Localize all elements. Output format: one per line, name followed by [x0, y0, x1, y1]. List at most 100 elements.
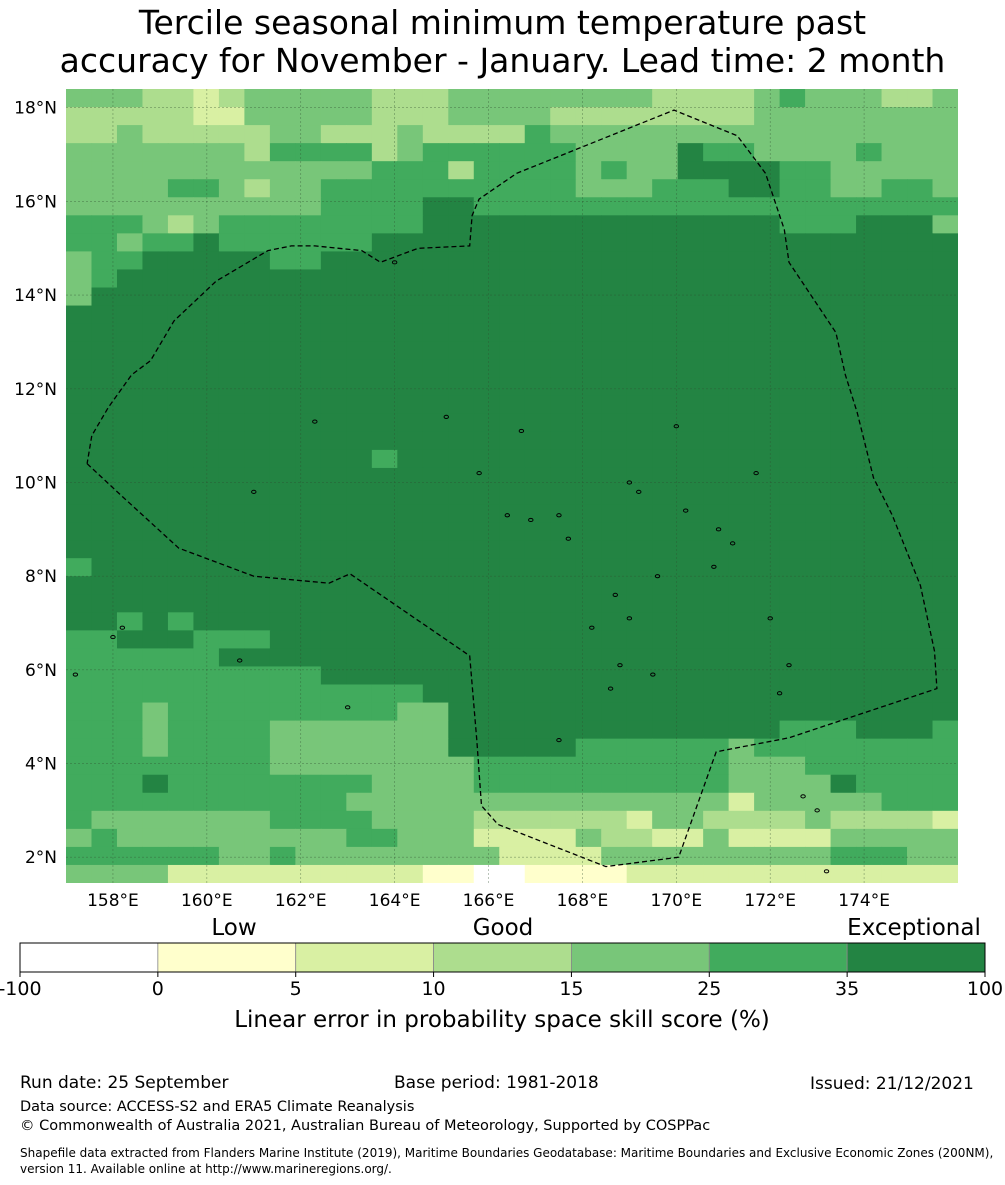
grid-cell: [371, 576, 398, 595]
grid-cell: [193, 89, 220, 108]
grid-cell: [448, 233, 475, 253]
grid-cell: [116, 774, 144, 794]
grid-cell: [652, 648, 679, 668]
grid-cell: [422, 125, 449, 144]
grid-cell: [805, 269, 832, 289]
grid-cell: [422, 341, 449, 361]
grid-cell: [779, 107, 806, 126]
grid-cell: [193, 269, 220, 289]
grid-cell: [66, 648, 93, 668]
grid-cell: [856, 125, 883, 144]
grid-cell: [295, 594, 322, 613]
grid-cell: [932, 666, 958, 686]
grid-cell: [499, 486, 526, 505]
grid-cell: [550, 864, 577, 883]
grid-cell: [830, 684, 857, 704]
grid-cell: [218, 179, 245, 198]
grid-cell: [167, 594, 195, 613]
grid-cell: [499, 341, 526, 361]
grid-cell: [677, 864, 704, 883]
grid-cell: [805, 720, 832, 740]
latitude-label: 4°N: [25, 755, 57, 775]
grid-cell: [881, 377, 908, 397]
grid-cell: [499, 449, 526, 469]
grid-cell: [575, 738, 602, 758]
grid-cell: [550, 107, 577, 126]
grid-cell: [677, 251, 704, 271]
grid-cell: [575, 756, 602, 776]
grid-cell: [601, 774, 628, 794]
grid-cell: [218, 431, 245, 451]
grid-cell: [91, 161, 118, 180]
grid-cell: [218, 161, 245, 180]
island-outline: [443, 414, 449, 420]
grid-cell: [677, 612, 704, 631]
grid-cell: [779, 449, 806, 469]
island-outline: [391, 260, 398, 265]
grid-cell: [473, 287, 500, 307]
grid-cell: [193, 341, 220, 361]
grid-cell: [371, 143, 398, 162]
grid-cell: [728, 684, 755, 704]
grid-cell: [932, 648, 958, 668]
grid-cell: [754, 666, 781, 686]
grid-cell: [907, 161, 934, 180]
grid-cell: [116, 197, 144, 216]
grid-cell: [677, 305, 704, 325]
grid-cell: [626, 756, 653, 776]
grid-cell: [550, 395, 577, 415]
grid-cell: [626, 576, 653, 595]
latitude-label: 14°N: [14, 286, 57, 306]
grid-cell: [193, 666, 220, 686]
grid-cell: [524, 558, 551, 577]
grid-cell: [91, 431, 118, 451]
grid-cell: [524, 756, 551, 776]
grid-cell: [66, 125, 93, 144]
grid-cell: [907, 612, 934, 631]
grid-cell: [193, 125, 220, 144]
grid-cell: [116, 251, 144, 271]
colorbar-frame: [19, 942, 986, 973]
grid-cell: [805, 89, 832, 108]
grid-cell: [371, 233, 398, 253]
grid-cell: [397, 828, 424, 848]
grid-cell: [244, 431, 271, 451]
grid-cell: [473, 377, 500, 397]
grid-cell: [626, 666, 653, 686]
grid-cell: [320, 107, 347, 126]
grid-cell: [881, 540, 908, 559]
grid-cell: [193, 810, 220, 830]
grid-cell: [142, 179, 169, 198]
grid-cell: [932, 197, 958, 216]
grid-cell: [677, 594, 704, 613]
grid-cell: [907, 179, 934, 198]
grid-cell: [601, 197, 628, 216]
grid-cell: [779, 774, 806, 794]
grid-cell: [244, 377, 271, 397]
grid-cell: [295, 215, 322, 234]
grid-cell: [754, 864, 781, 883]
grid-cell: [448, 846, 475, 866]
grid-cell: [218, 486, 245, 505]
grid-cell: [907, 377, 934, 397]
skill-grid-cells: [66, 89, 958, 883]
grid-cell: [193, 684, 220, 704]
grid-cell: [167, 89, 195, 108]
grid-cell: [397, 792, 424, 812]
grid-cell: [422, 197, 449, 216]
copyright: © Commonwealth of Australia 2021, Austra…: [20, 1118, 711, 1134]
grid-cell: [703, 810, 730, 830]
grid-cell: [346, 846, 373, 866]
shapefile-credit: Shapefile data extracted from Flanders M…: [20, 1146, 994, 1176]
grid-cell: [397, 810, 424, 830]
grid-cell: [703, 467, 730, 487]
grid-cell: [856, 648, 883, 668]
grid-cell: [142, 395, 169, 415]
grid-cell: [524, 666, 551, 686]
grid-cell: [448, 89, 475, 108]
grid-cell: [907, 395, 934, 415]
colorbar-tick-label: 100: [967, 978, 1003, 1000]
grid-cell: [779, 431, 806, 451]
grid-cell: [448, 395, 475, 415]
grid-cell: [601, 305, 628, 325]
